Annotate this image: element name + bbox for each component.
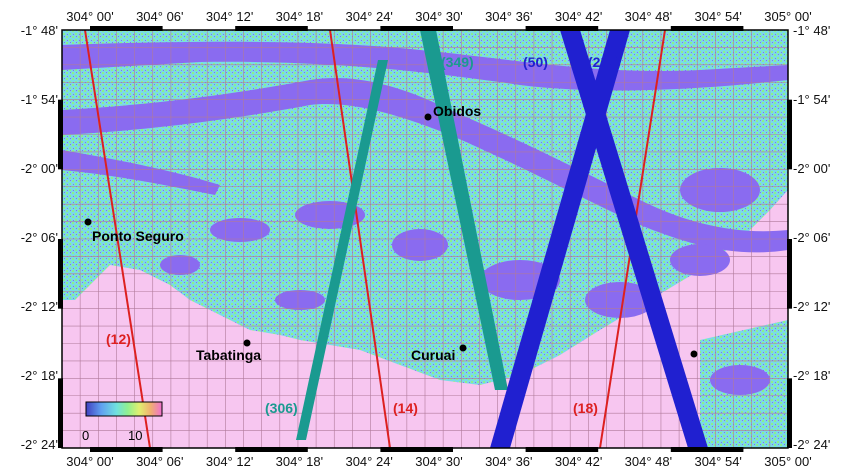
- frame-bar: [670, 447, 744, 452]
- map-area: Obidos Ponto Seguro Tabatinga Curuai (12…: [62, 30, 788, 448]
- bottom-tick-label: 304° 48': [625, 454, 672, 469]
- frame-scale-bars: [58, 26, 792, 452]
- lake: [670, 244, 730, 276]
- frame-bar: [58, 378, 63, 448]
- ponto-seguro-marker: [84, 218, 92, 226]
- left-tick-label: -2° 24': [21, 437, 58, 452]
- track-label-12: (12): [106, 331, 131, 347]
- place-label-curuai: Curuai: [411, 347, 455, 363]
- axis-left-labels: -1° 48' -1° 54' -2° 00' -2° 06' -2° 12' -2° 1…: [21, 23, 58, 452]
- frame-bar: [90, 447, 163, 452]
- top-tick-label: 304° 00': [66, 9, 113, 24]
- lake: [680, 168, 760, 212]
- lake: [160, 255, 200, 275]
- bottom-tick-label: 304° 36': [485, 454, 532, 469]
- curuai-marker: [459, 344, 467, 352]
- top-tick-label: 304° 30': [415, 9, 462, 24]
- left-tick-label: -2° 18': [21, 368, 58, 383]
- track-label-306: (306): [265, 400, 298, 416]
- axis-top-labels: 304° 00' 304° 06' 304° 12' 304° 18' 304° 24'…: [66, 9, 811, 24]
- frame-bar: [58, 239, 63, 309]
- left-tick-label: -2° 00': [21, 161, 58, 176]
- left-tick-label: -2° 06': [21, 230, 58, 245]
- right-tick-label: -2° 06': [793, 230, 830, 245]
- track-label-18: (18): [573, 400, 598, 416]
- right-tick-label: -2° 24': [793, 437, 830, 452]
- frame-bar: [90, 26, 163, 31]
- frame-bar: [525, 26, 599, 31]
- axis-right-labels: -1° 48' -1° 54' -2° 00' -2° 06' -2° 12' -2° 1…: [793, 23, 830, 452]
- frame-bar: [525, 447, 599, 452]
- bottom-tick-label: 304° 00': [66, 454, 113, 469]
- frame-bar: [58, 99, 63, 170]
- top-tick-label: 304° 54': [694, 9, 741, 24]
- river-south-branch: [62, 150, 220, 195]
- right-tick-label: -1° 54': [793, 92, 830, 107]
- tracks: [84, 30, 708, 448]
- top-tick-label: 304° 48': [625, 9, 672, 24]
- tabatinga-marker: [243, 339, 251, 347]
- frame-bar: [235, 447, 308, 452]
- top-tick-label: 304° 12': [206, 9, 253, 24]
- lake: [275, 290, 325, 310]
- track-label-349: (349): [441, 54, 474, 70]
- colorbar-min-label: 0: [82, 428, 89, 443]
- bottom-tick-label: 304° 42': [555, 454, 602, 469]
- track-label-215: (215): [588, 54, 621, 70]
- track-349: [420, 30, 508, 390]
- bottom-tick-label: 304° 24': [345, 454, 392, 469]
- right-tick-label: -2° 00': [793, 161, 830, 176]
- axis-bottom-labels: 304° 00' 304° 06' 304° 12' 304° 18' 304° 24'…: [66, 454, 811, 469]
- place-label-obidos: Obidos: [433, 103, 481, 119]
- left-tick-label: -1° 48': [21, 23, 58, 38]
- top-tick-label: 305° 00': [764, 9, 811, 24]
- frame-bar: [787, 378, 792, 448]
- top-tick-label: 304° 06': [136, 9, 183, 24]
- right-tick-label: -2° 12': [793, 299, 830, 314]
- track-215: [490, 30, 630, 448]
- track-12: [84, 30, 151, 448]
- bottom-tick-label: 304° 54': [694, 454, 741, 469]
- track-14: [329, 30, 391, 448]
- colorbar: 0 10: [82, 401, 163, 443]
- lake: [710, 365, 770, 395]
- left-tick-label: -1° 54': [21, 92, 58, 107]
- top-tick-label: 304° 24': [345, 9, 392, 24]
- obidos-marker: [424, 113, 432, 121]
- top-tick-label: 304° 36': [485, 9, 532, 24]
- frame-bar: [670, 26, 744, 31]
- bottom-tick-label: 304° 12': [206, 454, 253, 469]
- top-tick-label: 304° 42': [555, 9, 602, 24]
- unnamed-town-marker: [690, 350, 698, 358]
- frame-bar: [380, 447, 453, 452]
- place-label-ponto-seguro: Ponto Seguro: [92, 228, 184, 244]
- place-label-tabatinga: Tabatinga: [196, 347, 261, 363]
- frame-bar: [787, 239, 792, 309]
- bottom-tick-label: 305° 00': [764, 454, 811, 469]
- colorbar-gradient: [85, 401, 163, 417]
- lake: [392, 229, 448, 261]
- lake: [210, 218, 270, 242]
- frame-bar: [380, 26, 453, 31]
- bottom-tick-label: 304° 30': [415, 454, 462, 469]
- track-label-14: (14): [393, 400, 418, 416]
- right-tick-label: -2° 18': [793, 368, 830, 383]
- track-306: [296, 60, 388, 440]
- frame-bar: [787, 99, 792, 170]
- track-label-50: (50): [523, 54, 548, 70]
- left-tick-label: -2° 12': [21, 299, 58, 314]
- right-tick-label: -1° 48': [793, 23, 830, 38]
- colorbar-max-label: 10: [128, 428, 142, 443]
- bottom-tick-label: 304° 06': [136, 454, 183, 469]
- bottom-tick-label: 304° 18': [276, 454, 323, 469]
- frame-bar: [235, 26, 308, 31]
- top-tick-label: 304° 18': [276, 9, 323, 24]
